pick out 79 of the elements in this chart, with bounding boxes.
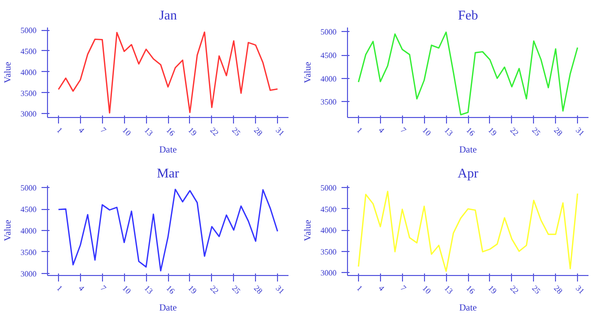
x-axis-title: Date (159, 303, 177, 314)
x-tick-label: 25 (230, 284, 242, 296)
x-tick-label: 10 (120, 126, 133, 138)
x-tick-label: 22 (508, 126, 520, 138)
x-tick-label: 16 (164, 284, 176, 296)
x-tick-label: 19 (186, 284, 198, 296)
x-tick-label: 31 (574, 284, 586, 296)
x-tick-label: 10 (420, 284, 433, 296)
x-tick-label: 28 (552, 284, 564, 296)
x-tick-label: 19 (186, 126, 198, 138)
x-tick-label: 19 (486, 284, 498, 296)
x-tick-label: 7 (398, 284, 408, 293)
x-tick-label: 4 (376, 126, 386, 135)
y-tick-label: 5000 (20, 26, 36, 36)
line-series (358, 190, 578, 272)
y-axis-title: Value (4, 62, 14, 84)
line-series (58, 188, 278, 272)
x-axis-title: Date (159, 145, 177, 156)
y-tick-label: 4500 (320, 204, 336, 214)
x-tick-label: 28 (252, 284, 264, 296)
y-tick-label: 4000 (20, 226, 36, 236)
x-tick-label: 4 (76, 284, 86, 293)
x-tick-label: 28 (252, 126, 264, 138)
chart-title: Mar (156, 166, 180, 180)
x-tick-label: 10 (420, 126, 433, 138)
y-tick-label: 4000 (320, 226, 336, 236)
x-tick-label: 4 (76, 126, 86, 135)
x-tick-label: 16 (464, 126, 476, 138)
x-tick-label: 7 (98, 284, 108, 293)
x-tick-label: 1 (54, 126, 64, 135)
x-tick-label: 13 (142, 126, 155, 138)
line-series (58, 31, 278, 114)
x-axis-title: Date (459, 303, 477, 314)
x-tick-label: 10 (120, 284, 133, 296)
y-tick-label: 4000 (20, 68, 36, 77)
x-tick-label: 13 (442, 284, 455, 296)
y-tick-label: 4500 (20, 46, 36, 56)
y-tick-label: 5000 (320, 184, 336, 193)
chart-title: Jan (159, 8, 178, 22)
y-tick-label: 3500 (320, 98, 336, 107)
y-axis-title: Value (4, 220, 14, 242)
x-tick-label: 31 (574, 126, 586, 138)
x-tick-label: 25 (530, 126, 542, 138)
x-tick-label: 22 (508, 284, 520, 296)
y-tick-label: 3000 (20, 269, 36, 278)
x-tick-label: 25 (230, 126, 242, 138)
x-tick-label: 19 (486, 126, 498, 138)
y-tick-label: 4000 (320, 74, 336, 84)
x-tick-label: 16 (164, 126, 176, 138)
y-tick-label: 3500 (320, 247, 336, 256)
y-tick-label: 3000 (320, 268, 336, 278)
x-tick-label: 22 (208, 284, 220, 296)
chart-title: Feb (458, 8, 478, 22)
x-tick-label: 31 (274, 126, 286, 138)
y-tick-label: 4500 (20, 205, 36, 214)
line-series (358, 32, 578, 116)
x-tick-label: 16 (464, 284, 476, 296)
y-tick-label: 5000 (320, 28, 336, 37)
chart-title: Apr (458, 166, 479, 180)
y-tick-label: 5000 (20, 184, 36, 193)
y-tick-label: 3000 (20, 110, 36, 119)
x-tick-label: 31 (274, 284, 286, 296)
x-tick-label: 28 (552, 126, 564, 138)
x-tick-label: 4 (376, 284, 386, 293)
y-tick-label: 3500 (20, 88, 36, 98)
x-tick-label: 7 (98, 126, 108, 135)
x-axis-title: Date (459, 145, 477, 156)
x-tick-label: 25 (530, 284, 542, 296)
x-tick-label: 1 (354, 284, 364, 293)
x-tick-label: 7 (398, 126, 408, 135)
y-axis-title: Value (304, 62, 314, 84)
x-tick-label: 13 (442, 126, 455, 138)
x-tick-label: 13 (142, 284, 155, 296)
y-tick-label: 4500 (320, 51, 336, 60)
x-tick-label: 1 (354, 126, 364, 135)
x-tick-label: 1 (54, 284, 64, 293)
x-tick-label: 22 (208, 126, 220, 138)
y-tick-label: 3500 (20, 248, 36, 257)
y-axis-title: Value (304, 220, 314, 242)
